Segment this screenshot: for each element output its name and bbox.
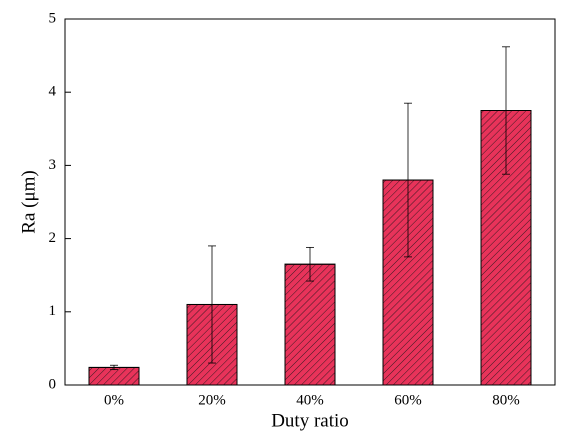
y-tick-label: 3 — [49, 157, 57, 173]
x-tick-label: 80% — [492, 392, 520, 408]
x-tick-label: 60% — [394, 392, 422, 408]
y-tick-label: 5 — [49, 10, 57, 26]
bar-hatch — [284, 263, 336, 386]
y-axis-label: Ra (μm) — [18, 170, 39, 233]
x-tick-label: 20% — [198, 392, 226, 408]
y-tick-label: 1 — [49, 303, 57, 319]
x-tick-label: 0% — [104, 392, 124, 408]
x-axis-label: Duty ratio — [271, 410, 349, 431]
x-tick-label: 40% — [296, 392, 324, 408]
bar-hatch — [88, 366, 140, 386]
y-tick-label: 4 — [49, 84, 57, 100]
y-tick-label: 2 — [49, 230, 57, 246]
y-tick-label: 0 — [49, 376, 57, 392]
